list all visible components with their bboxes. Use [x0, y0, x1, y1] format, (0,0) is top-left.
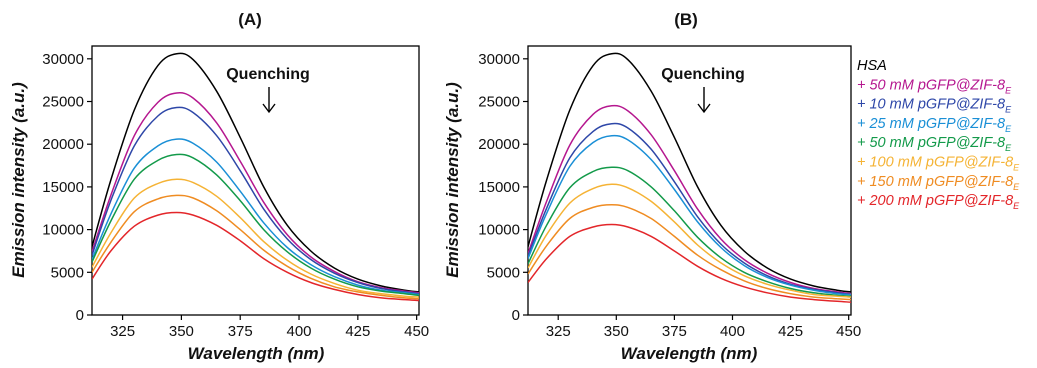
legend-entry-2: + 10 mM pGFP@ZIF-8E: [857, 97, 1012, 115]
panel-a-quenching-arrow-icon: [262, 87, 276, 114]
panel-a-y-tick-label: 15000: [42, 179, 84, 196]
legend-entry-6: + 150 mM pGFP@ZIF-8E: [857, 174, 1020, 192]
panel-b-y-tick-label: 0: [512, 307, 520, 324]
panel-a-series-line-3: [92, 138, 419, 296]
panel-a-series-line-1: [92, 92, 419, 294]
panel-a-series-line-2: [92, 106, 419, 295]
panel-b-series-line-7: [528, 223, 851, 303]
panel-b-plot-frame: [527, 45, 852, 316]
panel-a-y-tick-label: 5000: [51, 264, 84, 281]
panel-b-series-line-4: [528, 166, 851, 297]
panel-b-y-axis-label: Emission intensity (a.u.): [443, 82, 462, 278]
panel-a-series-line-7: [92, 211, 419, 302]
panel-b-x-tick-label: 350: [604, 323, 629, 340]
panel-a-y-axis-label: Emission intensity (a.u.): [9, 82, 28, 278]
panel-a-x-tick-label: 450: [404, 323, 429, 340]
panel-a-y-tick-label: 30000: [42, 51, 84, 68]
legend-entry-4: + 50 mM pGFP@ZIF-8E: [857, 135, 1012, 153]
panel-a-y-tick-label: 20000: [42, 136, 84, 153]
panel-b-y-tick-label: 5000: [487, 264, 520, 281]
panel-b-y-tick-label: 20000: [478, 136, 520, 153]
panel-b-series-line-0: [528, 52, 851, 293]
panel-a-x-tick-label: 325: [110, 323, 135, 340]
panel-a-series-line-0: [92, 52, 419, 293]
panel-a-y-tick-label: 10000: [42, 222, 84, 239]
panel-b-y-tick-label: 15000: [478, 179, 520, 196]
legend-entry-7: + 200 mM pGFP@ZIF-8E: [857, 193, 1020, 211]
panel-a-label: (A): [238, 10, 262, 29]
legend-entry-5: + 100 mM pGFP@ZIF-8E: [857, 155, 1020, 173]
panel-a-x-tick-label: 400: [287, 323, 312, 340]
panel-b-y-tick-label: 10000: [478, 222, 520, 239]
panel-b-quenching-arrow-icon: [697, 87, 711, 114]
panel-a-y-tick-label: 25000: [42, 94, 84, 111]
legend: HSA + 50 mM pGFP@ZIF-8E + 10 mM pGFP@ZIF-8…: [857, 58, 1020, 211]
panel-b-x-axis-label: Wavelength (nm): [621, 344, 758, 363]
panel-a-y-tick-label: 0: [76, 307, 84, 324]
panel-a-x-axis-label: Wavelength (nm): [188, 344, 325, 363]
legend-entry-1: + 50 mM pGFP@ZIF-8E: [857, 77, 1012, 95]
panel-a-x-tick-label: 350: [169, 323, 194, 340]
panel-a-quenching-label: Quenching: [226, 66, 310, 83]
panel-a-x-tick-label: 375: [228, 323, 253, 340]
panel-b-x-tick-label: 450: [836, 323, 861, 340]
panel-b-y-tick-label: 25000: [478, 94, 520, 111]
panel-b-series-line-6: [528, 204, 851, 301]
legend-entry-0: HSA: [857, 58, 887, 74]
panel-b-x-tick-label: 425: [778, 323, 803, 340]
panel-b-quenching-label: Quenching: [661, 66, 745, 83]
legend-entry-3: + 25 mM pGFP@ZIF-8E: [857, 116, 1012, 134]
panel-b-x-tick-label: 400: [720, 323, 745, 340]
panel-b-series-line-1: [528, 104, 851, 295]
panel-a-series-line-6: [92, 194, 419, 300]
panel-a-series-line-4: [92, 153, 419, 297]
panel-b: (B) 0 5000 10000 15000 20000 25000 30000 325 35…: [443, 10, 861, 363]
panel-a: (A) 0 5000 10000 15000 20000 25000 30000 325 35…: [9, 10, 429, 363]
panel-b-x-tick-label: 375: [662, 323, 687, 340]
panel-a-x-tick-label: 425: [345, 323, 370, 340]
panel-b-label: (B): [674, 10, 698, 29]
panel-a-plot-frame: [91, 45, 420, 316]
panel-b-series-line-2: [528, 122, 851, 296]
panel-b-x-tick-label: 325: [546, 323, 571, 340]
panel-b-series-line-5: [528, 183, 851, 298]
panel-a-series-line-5: [92, 178, 419, 298]
panel-b-y-tick-label: 30000: [478, 51, 520, 68]
panel-b-series-line-3: [528, 134, 851, 296]
